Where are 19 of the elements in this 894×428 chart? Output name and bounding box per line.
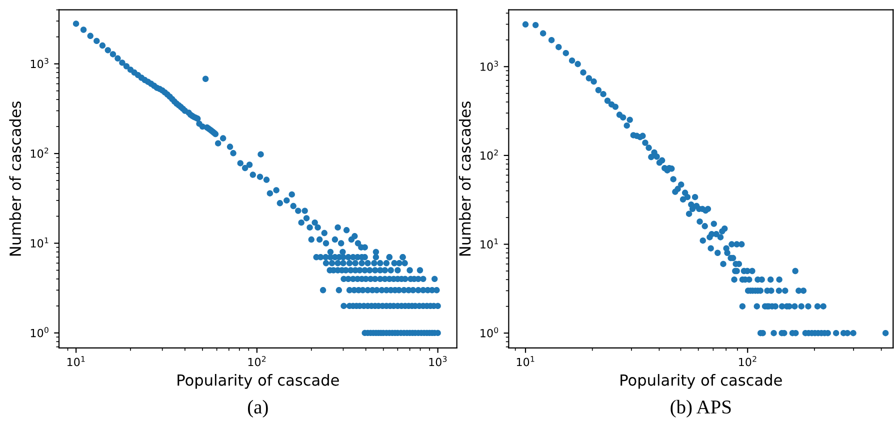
x-axis-title: Popularity of cascade — [178, 374, 339, 389]
x-tick-label: 10$^{3}$ — [429, 356, 447, 366]
y-tick-label: 10$^{1}$ — [480, 238, 498, 249]
y-axis-title: Number of cascades — [458, 101, 471, 256]
y-tick-label: 10$^{1}$ — [30, 237, 48, 248]
x-tick-label: 10$^{2}$ — [739, 356, 756, 366]
text: (a) — [248, 400, 268, 418]
text: (b) APS — [670, 400, 731, 418]
y-tick-label: 10$^{0}$ — [30, 327, 48, 338]
x-axis-title: Popularity of cascade — [620, 374, 782, 389]
x-tick-label: 10$^{1}$ — [67, 356, 85, 366]
x-tick-label: 10$^{1}$ — [516, 356, 534, 366]
y-tick-label: 10$^{3}$ — [30, 58, 48, 68]
y-tick-label: 10$^{2}$ — [30, 148, 48, 158]
y-tick-label: 10$^{0}$ — [480, 327, 498, 338]
y-tick-label: 10$^{3}$ — [480, 60, 498, 71]
y-axis-title: Number of cascades — [9, 101, 22, 256]
y-tick-label: 10$^{2}$ — [480, 150, 498, 160]
x-tick-label: 10$^{2}$ — [248, 356, 266, 366]
